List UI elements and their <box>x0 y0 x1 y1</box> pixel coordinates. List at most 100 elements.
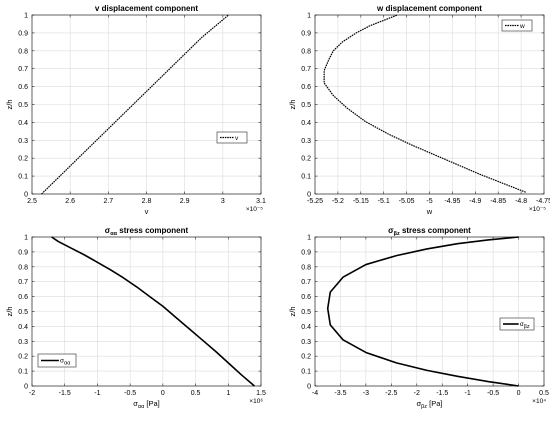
x-tick-label: -3.5 <box>334 390 346 397</box>
y-tick-label: 0.5 <box>301 309 311 316</box>
y-tick-label: 0.8 <box>18 264 28 271</box>
legend: v <box>216 131 248 144</box>
x-tick-label: -4.95 <box>444 198 460 205</box>
y-tick-label: 0.4 <box>18 120 28 127</box>
y-tick-label: 0.3 <box>301 138 311 145</box>
y-tick-label: 0.1 <box>301 369 311 376</box>
x-tick-label: -1.5 <box>436 390 448 397</box>
x-tick-label: 2.9 <box>180 198 190 205</box>
y-axis-label: z/h <box>288 99 297 109</box>
y-tick-label: 0.4 <box>301 324 311 331</box>
y-tick-label: 0.2 <box>301 354 311 361</box>
y-tick-label: 0.6 <box>301 294 311 301</box>
x-exponent-label: ×10⁻⁵ <box>246 206 263 213</box>
y-tick-label: 1 <box>307 235 311 242</box>
x-tick-label: 2.6 <box>65 198 75 205</box>
y-tick-label: 0.1 <box>18 174 28 181</box>
y-tick-label: 0.6 <box>301 84 311 91</box>
x-tick-label: 0.5 <box>539 390 549 397</box>
y-tick-label: 1 <box>24 13 28 20</box>
y-tick-label: 0.7 <box>18 279 28 286</box>
y-tick-label: 0.6 <box>18 84 28 91</box>
y-tick-label: 0.2 <box>301 156 311 163</box>
x-exponent-label: ×10⁶ <box>249 398 263 405</box>
series-line <box>326 236 519 387</box>
x-tick-label: 1.5 <box>256 390 266 397</box>
legend-label: σβz <box>520 321 530 330</box>
y-axis-label: z/h <box>5 99 14 109</box>
y-tick-label: 0.9 <box>301 249 311 256</box>
x-tick-label: -5.15 <box>353 198 369 205</box>
x-tick-label: 2.7 <box>103 198 113 205</box>
x-tick-label: -0.5 <box>487 390 499 397</box>
y-tick-label: 0.3 <box>301 339 311 346</box>
x-axis-label: σαα [Pa] <box>133 399 159 410</box>
y-tick-label: 0.3 <box>18 339 28 346</box>
x-tick-label: -5 <box>426 198 432 205</box>
y-tick-label: 0.9 <box>18 249 28 256</box>
x-tick-label: -4.85 <box>490 198 506 205</box>
x-tick-label: -2.5 <box>385 390 397 397</box>
x-tick-label: -5.2 <box>332 198 344 205</box>
y-tick-label: 0.6 <box>18 294 28 301</box>
chart-title: σαα stress component <box>105 226 189 237</box>
legend-label: σαα <box>60 358 71 367</box>
x-tick-label: -4 <box>312 390 318 397</box>
chart-title: v displacement component <box>95 4 198 13</box>
x-axis-label: w <box>426 207 433 216</box>
chart-1: 2.5 2.6 2.7 2.8 2.9 3 3.1 0 0.1 0.2 0.3 0.4 0.5 0.6 0.… <box>5 4 266 216</box>
x-tick-label: -5.25 <box>307 198 323 205</box>
y-axis-label: z/h <box>5 306 14 316</box>
y-tick-label: 0.7 <box>301 66 311 73</box>
legend: σαα <box>37 353 77 368</box>
y-tick-label: 0.5 <box>301 102 311 109</box>
y-tick-label: 0.3 <box>18 138 28 145</box>
y-tick-label: 0.7 <box>301 279 311 286</box>
y-tick-label: 0 <box>307 384 311 391</box>
y-tick-label: 0.5 <box>18 309 28 316</box>
x-tick-label: 2.5 <box>27 198 37 205</box>
series-line <box>41 14 229 195</box>
legend-label: v <box>235 135 239 142</box>
x-axis-label: σβz [Pa] <box>417 399 443 410</box>
legend: w <box>501 19 533 32</box>
y-tick-label: 0.2 <box>18 354 28 361</box>
x-tick-label: -5.05 <box>399 198 415 205</box>
x-tick-label: 3 <box>221 198 225 205</box>
x-tick-label: -2 <box>414 390 420 397</box>
y-tick-label: 0.7 <box>18 66 28 73</box>
x-tick-label: -4.8 <box>515 198 527 205</box>
x-tick-label: -2 <box>29 390 35 397</box>
x-exponent-label: ×10⁴ <box>532 398 546 405</box>
x-tick-label: -3 <box>363 390 369 397</box>
legend-label: w <box>519 23 525 30</box>
chart-4: -4 -3.5 -3 -2.5 -2 -1.5 -1 -0.5 0 0.5 0 0.1 0.2 0.3 0.… <box>288 226 549 410</box>
chart-3: -2 -1.5 -1 -0.5 0 0.5 1 1.5 0 0.1 0.2 0.3 0.4 0.5 0.6 0… <box>5 226 266 410</box>
x-tick-label: -5.1 <box>378 198 390 205</box>
y-tick-label: 0.4 <box>18 324 28 331</box>
chart-title: σβz stress component <box>388 226 471 237</box>
y-tick-label: 0 <box>24 192 28 199</box>
x-tick-label: 2.8 <box>142 198 152 205</box>
x-tick-label: -0.5 <box>124 390 136 397</box>
x-tick-label: 0.5 <box>191 390 201 397</box>
x-tick-label: -4.9 <box>469 198 481 205</box>
y-tick-label: 1 <box>24 235 28 242</box>
x-exponent-label: ×10⁻⁵ <box>529 206 546 213</box>
x-tick-label: 0 <box>161 390 165 397</box>
y-tick-label: 0 <box>307 192 311 199</box>
x-tick-label: -1.5 <box>59 390 71 397</box>
y-tick-label: 0.4 <box>301 120 311 127</box>
y-tick-label: 0.8 <box>301 264 311 271</box>
y-tick-label: 0.9 <box>18 30 28 37</box>
y-tick-label: 1 <box>307 13 311 20</box>
y-axis-label: z/h <box>288 306 297 316</box>
x-axis-label: v <box>145 207 149 216</box>
chart-title: w displacement component <box>376 4 482 13</box>
y-tick-label: 0.1 <box>18 369 28 376</box>
x-tick-label: -4.75 <box>536 198 550 205</box>
legend: σβz <box>499 317 535 331</box>
y-tick-label: 0.8 <box>18 48 28 55</box>
y-tick-label: 0.8 <box>301 48 311 55</box>
